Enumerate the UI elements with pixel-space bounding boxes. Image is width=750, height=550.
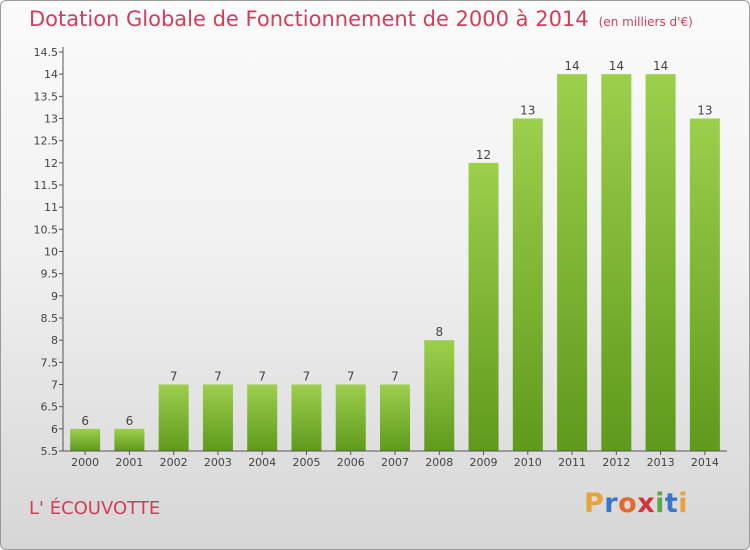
logo-letter: x [637,488,656,519]
y-tick-label: 13.5 [34,90,59,103]
bar [380,384,410,451]
y-axis-ticks: 5.5 6 6.5 7 7.5 8 8.5 9 9.5 10 10.5 11 11.5 12 12.5 13 1… [34,46,63,458]
y-tick-label: 14.5 [34,46,59,59]
y-tick-label: 6.5 [41,401,59,414]
bar-series: 6 6 7 7 7 7 7 7 8 12 13 14 14 14 13 [70,59,720,452]
y-tick-label: 9.5 [41,268,59,281]
x-tick-label: 2014 [691,456,719,469]
bar-value-label: 14 [564,59,579,73]
y-tick-label: 8 [51,334,58,347]
bar-value-label: 8 [435,325,443,339]
bar [202,384,233,451]
y-tick-label: 9 [51,290,58,303]
bar-value-label: 6 [126,414,134,428]
bar [601,74,632,452]
logo-letter: t [664,488,679,519]
proxiti-logo: Proxiti [584,488,688,519]
bar [512,118,543,451]
bar [424,340,455,451]
bar-value-label: 6 [81,414,89,428]
bar [645,74,676,452]
logo-letter: o [618,488,638,519]
bar [70,428,101,451]
x-tick-label: 2004 [248,456,276,469]
bar [114,428,145,451]
y-tick-label: 10 [44,246,58,259]
y-tick-label: 12.5 [34,135,59,148]
x-tick-label: 2003 [204,456,232,469]
bar-value-label: 7 [303,370,311,384]
y-tick-label: 6 [51,423,58,436]
bar [689,118,720,451]
y-tick-label: 11.5 [34,179,59,192]
commune-name: L' ÉCOUVOTTE [29,498,161,519]
bar [291,384,322,451]
x-tick-label: 2005 [292,456,320,469]
bar-value-label: 7 [214,370,222,384]
y-tick-label: 7.5 [41,356,59,369]
bar [158,384,189,451]
title-text: Dotation Globale de Fonctionnement de 20… [29,7,589,31]
y-tick-label: 13 [44,113,58,126]
x-tick-label: 2006 [337,456,365,469]
logo-letter: i [678,488,689,519]
logo-letter: i [655,488,665,519]
x-tick-label: 2011 [558,456,586,469]
x-tick-label: 2009 [470,456,498,469]
bar [247,384,278,451]
y-tick-label: 14 [44,68,58,81]
logo-letter: r [604,488,619,519]
chart-title: Dotation Globale de Fonctionnement de 20… [29,7,693,31]
bar [557,74,588,452]
x-tick-label: 2000 [71,456,99,469]
bar-value-label: 13 [520,104,535,118]
y-tick-label: 8.5 [41,312,59,325]
title-unit: (en milliers d'€) [598,15,693,29]
bar-value-label: 7 [347,370,355,384]
x-tick-label: 2012 [602,456,630,469]
bar-value-label: 14 [609,59,624,73]
x-axis-ticks: 2000 2001 2002 2003 2004 2005 2006 2007 2008 2009… [71,451,719,469]
x-tick-label: 2008 [425,456,453,469]
bar [468,162,499,452]
bar-value-label: 7 [170,370,178,384]
bar-value-label: 7 [258,370,266,384]
y-tick-label: 12 [44,157,58,170]
bar-value-label: 13 [697,104,712,118]
x-tick-label: 2002 [160,456,188,469]
y-tick-label: 7 [51,379,58,392]
bar [335,384,366,451]
x-tick-label: 2010 [514,456,542,469]
bar-value-label: 14 [653,59,668,73]
x-tick-label: 2007 [381,456,409,469]
y-tick-label: 10.5 [34,223,59,236]
x-tick-label: 2001 [115,456,143,469]
y-tick-label: 11 [44,201,58,214]
logo-letter: P [584,488,605,519]
y-tick-label: 5.5 [41,445,59,458]
bar-value-label: 12 [476,148,491,162]
x-tick-label: 2013 [647,456,675,469]
bar-value-label: 7 [391,370,399,384]
